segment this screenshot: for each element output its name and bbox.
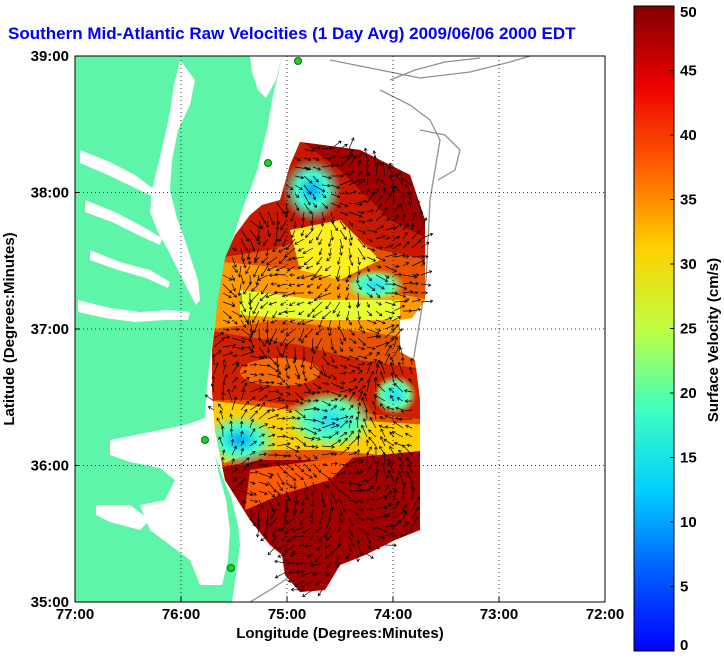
chart-title: Southern Mid-Atlantic Raw Velocities (1 … (8, 24, 576, 43)
y-tick-label: 39:00 (31, 48, 69, 65)
x-tick-label: 74:00 (374, 606, 412, 623)
colorbar-tick-label: 10 (680, 514, 697, 531)
river-rappahannock (85, 200, 162, 245)
colorbar-ticks: 0 5 10 15 20 25 30 35 40 45 50 (670, 4, 697, 654)
velocity-vectors (204, 137, 434, 597)
colorbar-tick-label: 35 (680, 192, 697, 209)
x-axis-label: Longitude (Degrees:Minutes) (236, 625, 444, 642)
y-tick-label: 35:00 (31, 594, 69, 611)
colorbar-tick-label: 30 (680, 256, 697, 273)
colorbar-tick-label: 25 (680, 321, 697, 338)
sound-inlet (96, 505, 150, 530)
y-tick-labels: 35:00 36:00 37:00 38:00 39:00 (31, 48, 69, 611)
colorbar-label: Surface Velocity (cm/s) (705, 258, 722, 422)
land-mass (75, 56, 282, 602)
x-tick-label: 77:00 (56, 606, 94, 623)
y-tick-label: 36:00 (31, 458, 69, 475)
colorbar (633, 5, 675, 652)
river-york (90, 250, 170, 288)
x-tick-labels: 77:00 76:00 75:00 74:00 73:00 72:00 (56, 606, 624, 623)
colorbar-tick-label: 40 (680, 127, 697, 144)
plot-frame (74, 55, 606, 603)
colorbar-tick-label: 15 (680, 450, 697, 467)
river-potomac (80, 150, 156, 198)
colorbar-tick-label: 5 (680, 579, 688, 596)
x-tick-label: 73:00 (480, 606, 518, 623)
chesapeake-bay (150, 60, 200, 305)
y-tick-label: 37:00 (31, 321, 69, 338)
radar-site-markers (201, 57, 302, 572)
y-axis-label: Latitude (Degrees:Minutes) (1, 232, 18, 425)
grid-lines (74, 55, 606, 603)
x-tick-label: 72:00 (586, 606, 624, 623)
x-tick-label: 76:00 (162, 606, 200, 623)
colorbar-tick-label: 20 (680, 385, 697, 402)
y-tick-label: 38:00 (31, 185, 69, 202)
vector-arrows (204, 137, 434, 597)
colorbar-tick-label: 50 (680, 4, 697, 21)
x-tick-label: 75:00 (268, 606, 306, 623)
river-james (78, 300, 190, 322)
colorbar-tick-label: 0 (680, 637, 688, 654)
pamlico-sound (110, 418, 230, 585)
colorbar-tick-label: 45 (680, 63, 697, 80)
delaware-bay (250, 56, 282, 98)
